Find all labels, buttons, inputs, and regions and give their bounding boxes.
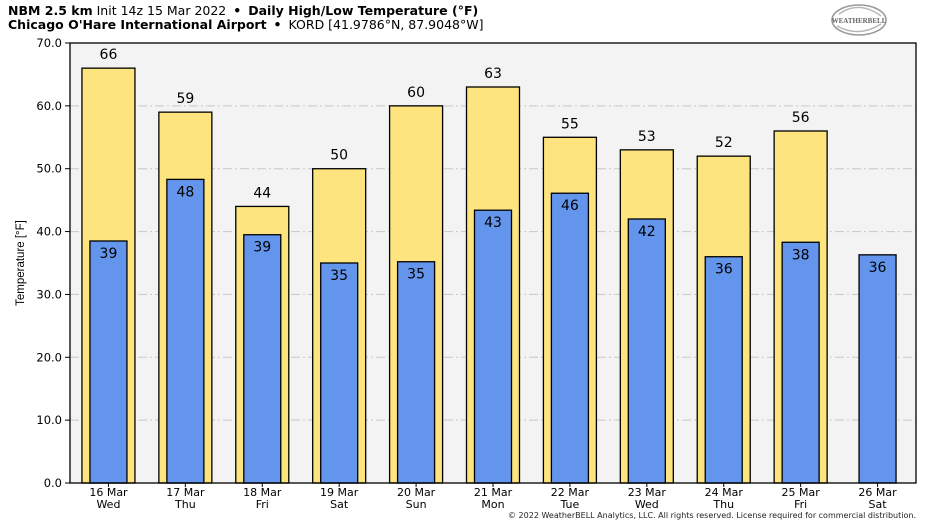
station-id: KORD [41.9786°N, 87.9048°W]: [288, 17, 484, 32]
low-temp-bar: [396, 261, 436, 484]
x-tick-label-day: Thu: [174, 498, 196, 511]
weatherbell-logo: WEATHERBELL: [831, 4, 887, 36]
header-bullet: •: [233, 3, 242, 18]
x-tick-label-date: 17 Mar: [166, 486, 205, 499]
y-tick-label: 70.0: [36, 36, 62, 50]
x-tick-label-day: Wed: [635, 498, 659, 511]
low-temp-bar: [320, 262, 359, 484]
x-tick-label-date: 25 Mar: [782, 486, 821, 499]
y-tick-label: 30.0: [36, 287, 62, 301]
init-time: Init 14z 15 Mar 2022: [96, 3, 227, 18]
x-tick-label-date: 22 Mar: [551, 486, 590, 499]
model-name: NBM 2.5 km: [8, 3, 93, 18]
low-temp-bar: [89, 240, 128, 484]
x-tick-label-date: 18 Mar: [243, 486, 282, 499]
low-temp-label: 38: [792, 247, 810, 263]
x-tick-label-day: Sun: [406, 498, 427, 511]
high-temp-label: 56: [792, 110, 810, 126]
low-temp-label: 43: [484, 215, 502, 231]
low-temp-bar: [166, 178, 205, 484]
header-bullet: •: [273, 17, 282, 32]
x-tick-label-day: Fri: [794, 498, 807, 511]
high-temp-label: 50: [330, 148, 348, 164]
x-tick-label-date: 16 Mar: [89, 486, 128, 499]
low-temp-bar: [781, 241, 820, 484]
chart-header-line-2: Chicago O'Hare International Airport • K…: [8, 17, 483, 32]
high-temp-label: 59: [176, 91, 194, 107]
high-temp-label: 60: [407, 85, 425, 101]
y-tick-label: 0.0: [44, 476, 62, 490]
low-temp-label: 46: [561, 198, 579, 214]
high-temp-label: 44: [253, 185, 271, 201]
station-name: Chicago O'Hare International Airport: [8, 17, 267, 32]
x-tick-label-day: Fri: [256, 498, 269, 511]
x-tick-label-date: 20 Mar: [397, 486, 436, 499]
plot-frame: [69, 42, 917, 484]
low-temp-bar: [627, 218, 666, 484]
y-tick-label: 20.0: [36, 350, 62, 364]
x-tick-label-date: 26 Mar: [858, 486, 897, 499]
low-temp-label: 35: [407, 267, 425, 283]
high-temp-label: 63: [484, 66, 502, 82]
logo-text: WEATHERBELL: [832, 17, 887, 25]
low-temp-bar: [858, 254, 897, 484]
x-tick-label-date: 21 Mar: [474, 486, 513, 499]
low-temp-label: 42: [638, 224, 656, 240]
high-temp-label: 55: [561, 116, 579, 132]
x-tick-label-day: Sat: [869, 498, 888, 511]
x-tick-label-date: 24 Mar: [705, 486, 744, 499]
low-temp-label: 48: [176, 184, 194, 200]
low-temp-bar: [550, 192, 590, 484]
y-tick-label: 10.0: [36, 413, 62, 427]
high-temp-label: 53: [638, 129, 656, 145]
low-temp-bar: [243, 234, 282, 484]
x-tick-label-date: 19 Mar: [320, 486, 359, 499]
y-axis-label: Temperature [°F]: [15, 220, 27, 306]
low-temp-label: 35: [330, 268, 348, 284]
copyright-notice: © 2022 WeatherBELL Analytics, LLC. All r…: [508, 511, 916, 520]
high-temp-label: 52: [715, 135, 733, 151]
y-tick-label: 60.0: [36, 99, 62, 113]
y-tick-label: 50.0: [36, 162, 62, 176]
x-tick-label-day: Tue: [560, 498, 580, 511]
high-temp-label: 66: [100, 47, 118, 63]
chart-header-line-1: NBM 2.5 km Init 14z 15 Mar 2022 • Daily …: [8, 3, 478, 18]
low-temp-label: 39: [100, 246, 118, 262]
x-tick-label-day: Wed: [96, 498, 120, 511]
x-tick-label-day: Sat: [330, 498, 349, 511]
x-tick-label-day: Mon: [481, 498, 504, 511]
product-title: Daily High/Low Temperature (°F): [248, 3, 479, 18]
low-temp-label: 36: [869, 260, 887, 276]
low-temp-label: 36: [715, 262, 733, 278]
low-temp-label: 39: [253, 240, 271, 256]
x-tick-label-date: 23 Mar: [628, 486, 667, 499]
y-tick-label: 40.0: [36, 225, 62, 239]
low-temp-bar: [473, 209, 513, 484]
low-temp-bar: [704, 256, 743, 484]
x-tick-label-day: Thu: [712, 498, 734, 511]
